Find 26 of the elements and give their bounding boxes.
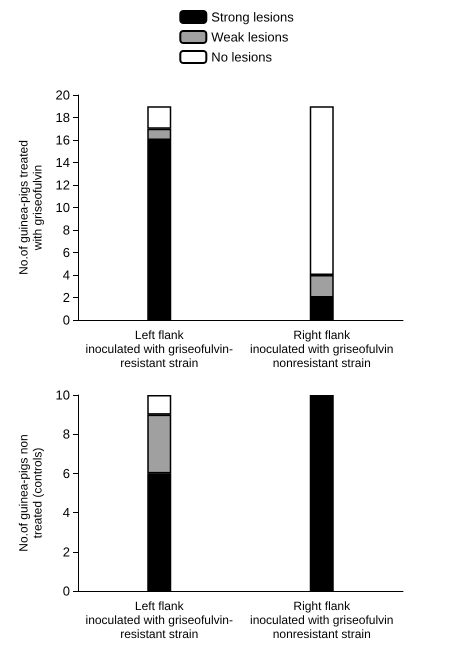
y-tick-label: 10 <box>56 388 70 402</box>
y-tick-label: 6 <box>62 466 70 481</box>
y-tick-label: 14 <box>56 155 70 170</box>
y-axis-title: No.of guinea-pigs non treated (controls) <box>16 434 45 552</box>
x-tick-label: Right flank inoculated with griseofulvin nonresistant strain <box>250 328 394 370</box>
x-tick-label: Left flank inoculated with griseofulvin- resistant strain <box>86 599 233 641</box>
y-tick-label: 8 <box>62 426 70 442</box>
legend-label: Strong lesions <box>211 10 294 24</box>
y-tick-label: 2 <box>62 544 70 560</box>
y-tick-label: 2 <box>62 290 70 305</box>
y-tick-label: 18 <box>56 110 70 125</box>
x-tick-label: Left flank inoculated with griseofulvin- resistant strain <box>86 328 233 370</box>
legend-label: No lesions <box>211 50 273 64</box>
y-tick-label: 12 <box>56 178 70 192</box>
y-tick-label: 16 <box>56 132 70 148</box>
y-tick-label: 8 <box>62 222 70 238</box>
y-tick-label: 0 <box>62 312 70 328</box>
y-tick-label: 10 <box>56 200 70 215</box>
y-tick-label: 4 <box>62 505 70 520</box>
y-axis-title: No.of guinea-pigs treated with griseofulvin <box>16 140 45 275</box>
y-tick-label: 6 <box>62 245 70 260</box>
y-tick-label: 0 <box>62 584 70 598</box>
y-tick-label: 20 <box>56 88 70 102</box>
y-tick-label: 4 <box>62 268 70 282</box>
legend-label: Weak lesions <box>211 30 289 44</box>
x-tick-label: Right flank inoculated with griseofulvin nonresistant strain <box>250 599 394 641</box>
